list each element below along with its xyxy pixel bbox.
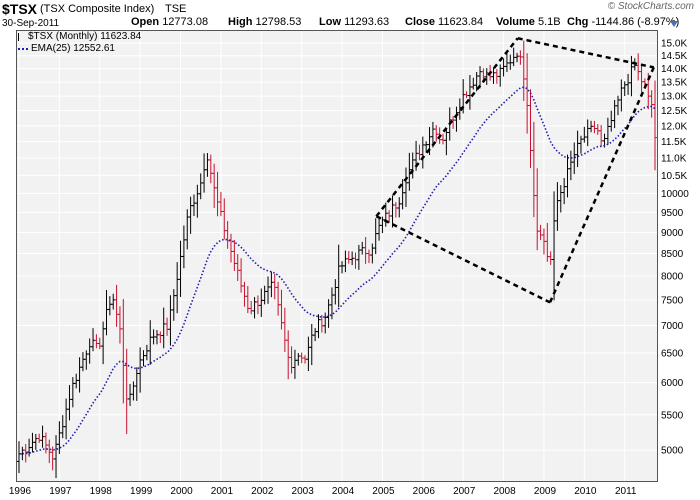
x-tick-label: 2002 (251, 486, 274, 497)
ema-line (18, 86, 656, 455)
change-quote: Chg -1144.86 (-8.97%) (567, 16, 680, 28)
y-tick-label: 8500 (661, 249, 684, 260)
close-quote: Close 11623.84 (405, 16, 484, 28)
x-tick-label: 2003 (292, 486, 315, 497)
y-tick-label: 5500 (661, 410, 684, 421)
y-tick-label: 9000 (661, 228, 684, 239)
y-tick-label: 5000 (661, 446, 684, 457)
x-tick-label: 2011 (615, 486, 637, 497)
y-tick-label: 11.5K (661, 137, 687, 148)
y-tick-label: 10.5K (661, 171, 687, 182)
x-tick-label: 2005 (372, 486, 395, 497)
trendline (517, 37, 655, 69)
y-tick-label: 13.5K (661, 78, 687, 89)
x-tick-label: 2000 (170, 486, 193, 497)
y-tick-label: 7500 (661, 295, 684, 306)
y-tick-label: 9500 (661, 208, 684, 219)
y-tick-label: 8000 (661, 272, 684, 283)
y-tick-label: 12.0K (661, 121, 687, 132)
volume-quote: Volume 5.1B (496, 16, 561, 28)
x-tick-label: 1997 (49, 486, 72, 497)
ohlc-bar-icon (18, 33, 25, 41)
chart-header: $TSX (TSX Composite Index) TSE 30-Sep-20… (0, 0, 700, 32)
y-tick-label: 6500 (661, 348, 684, 359)
x-tick-label: 1999 (130, 486, 153, 497)
legend-price: $TSX (Monthly) 11623.84 (18, 31, 141, 43)
x-tick-label: 1998 (90, 486, 113, 497)
exchange: TSE (165, 3, 187, 15)
x-tick-label: 2008 (493, 486, 516, 497)
trendline (375, 37, 519, 218)
x-tick-label: 2010 (574, 486, 597, 497)
x-tick-label: 1996 (9, 486, 32, 497)
x-tick-label: 2006 (413, 486, 436, 497)
dotted-line-icon (18, 48, 28, 50)
quote-date: 30-Sep-2011 (2, 18, 60, 29)
low-quote: Low 11293.63 (319, 16, 390, 28)
x-tick-label: 2009 (534, 486, 557, 497)
y-tick-label: 10000 (661, 189, 689, 200)
symbol: $TSX (2, 1, 38, 17)
brand-watermark: © StockCharts.com (607, 1, 694, 12)
y-tick-label: 15.0K (661, 39, 687, 50)
y-tick-label: 12.5K (661, 106, 687, 117)
y-tick-label: 7000 (661, 321, 684, 332)
chevron-down-icon[interactable] (670, 21, 678, 27)
y-tick-label: 11.0K (661, 154, 687, 165)
y-tick-label: 14.0K (661, 64, 687, 75)
y-tick-label: 14.5K (661, 51, 687, 62)
index-name: (TSX Composite Index) (40, 3, 155, 15)
y-tick-label: 13.0K (661, 92, 687, 103)
x-tick-label: 2004 (332, 486, 355, 497)
legend-ema: EMA(25) 12552.61 (18, 43, 141, 55)
x-tick-label: 2001 (211, 486, 234, 497)
open-quote: Open 12773.08 (131, 16, 209, 28)
x-tick-label: 2007 (453, 486, 476, 497)
high-quote: High 12798.53 (228, 16, 302, 28)
trendline (548, 66, 655, 303)
y-tick-label: 6000 (661, 378, 684, 389)
legend: $TSX (Monthly) 11623.84 EMA(25) 12552.61 (18, 31, 141, 55)
